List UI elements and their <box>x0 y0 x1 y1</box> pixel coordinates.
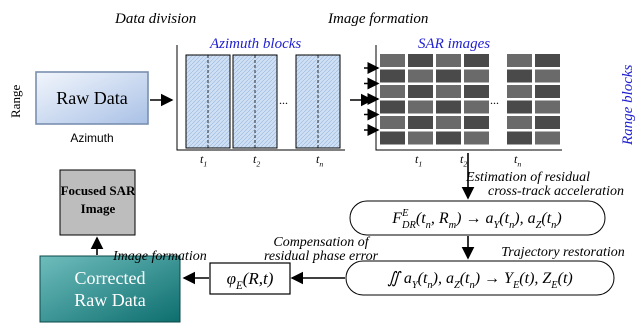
formula: t1 <box>200 152 207 169</box>
sar-tile <box>507 85 532 98</box>
sar-tile <box>380 85 405 98</box>
box-label: Raw Data <box>56 88 127 108</box>
formula: ∬ aY(tn), aZ(tn) → YE(t), ZE(t) <box>387 270 573 291</box>
formula-part: (t) <box>558 270 573 287</box>
label: SAR images <box>418 36 490 52</box>
box-label: Image <box>81 201 116 216</box>
box-label: Focused SAR <box>61 183 136 198</box>
formula-part: 1 <box>203 160 207 169</box>
sar-tile <box>380 116 405 129</box>
label: Azimuth <box>70 131 113 145</box>
formula-part: DR <box>401 220 417 231</box>
sar-tile <box>535 116 560 129</box>
formula-part: (t <box>418 270 428 287</box>
label: residual phase error <box>264 249 379 264</box>
corrected-box <box>40 256 180 322</box>
sar-tile <box>436 132 461 145</box>
formula-part: ) → Y <box>474 270 515 287</box>
label: Trajectory restoration <box>501 245 625 260</box>
diagram: Data division Image formation Azimuth bl… <box>0 0 642 331</box>
label: Estimation of residual <box>465 170 590 185</box>
sar-tile <box>380 132 405 145</box>
formula-part: E <box>401 208 409 219</box>
sar-tile <box>408 70 433 83</box>
sar-tile <box>408 116 433 129</box>
sar-tile <box>507 70 532 83</box>
sar-tile <box>464 101 489 114</box>
formula-part: φ <box>227 269 236 288</box>
sar-tile <box>380 54 405 67</box>
formula-part: ) <box>555 210 561 227</box>
formula-part: (t <box>541 210 551 227</box>
formula-part: (t <box>499 210 509 227</box>
formula-part: ), a <box>513 210 535 227</box>
sar-tile <box>507 116 532 129</box>
sar-tile <box>380 70 405 83</box>
sar-tile <box>436 101 461 114</box>
formula-part: n <box>319 160 323 169</box>
ellipsis: ... <box>279 93 288 107</box>
formula-part: 2 <box>463 160 467 169</box>
formula: t2 <box>253 152 260 169</box>
sar-tile <box>436 54 461 67</box>
sar-tile <box>535 132 560 145</box>
sar-tile <box>464 70 489 83</box>
sar-tile <box>507 132 532 145</box>
formula: tn <box>316 152 323 169</box>
label: cross-track acceleration <box>488 184 624 199</box>
formula-part: (t <box>460 270 470 287</box>
box-label: Corrected <box>75 268 146 288</box>
formula-part: , R <box>431 210 449 227</box>
formula-part: (R,t) <box>243 269 274 288</box>
sar-tile <box>507 54 532 67</box>
label: Range <box>8 85 23 118</box>
sar-tile <box>436 85 461 98</box>
sar-tile <box>535 54 560 67</box>
sar-tile <box>408 85 433 98</box>
label: Image formation <box>327 11 428 27</box>
sar-tile <box>380 101 405 114</box>
formula-part: 2 <box>256 160 260 169</box>
formula-part: ∬ a <box>387 270 412 287</box>
sar-tile <box>535 101 560 114</box>
sar-tile <box>408 54 433 67</box>
sar-tile <box>507 101 532 114</box>
formula-part: F <box>391 210 402 227</box>
sar-tile <box>464 132 489 145</box>
label: Range blocks <box>620 64 636 146</box>
label: Image formation <box>112 249 207 264</box>
formula-part: (t), Z <box>519 270 552 287</box>
label: Data division <box>114 11 196 27</box>
formula: t2 <box>460 152 467 169</box>
sar-tile <box>408 101 433 114</box>
label: Azimuth blocks <box>209 36 301 52</box>
sar-tile <box>464 54 489 67</box>
ellipsis: ... <box>490 93 499 107</box>
formula-part: 1 <box>418 160 422 169</box>
formula: tn <box>514 152 521 169</box>
sar-tile <box>535 70 560 83</box>
formula: t1 <box>415 152 422 169</box>
sar-tile <box>436 70 461 83</box>
label: Compensation of <box>273 235 370 250</box>
sar-tile <box>535 85 560 98</box>
formula-part: ) → a <box>455 210 493 227</box>
box-label: Raw Data <box>74 290 145 310</box>
formula-part: n <box>517 160 521 169</box>
formula-part: ), a <box>432 270 454 287</box>
sar-tile <box>464 85 489 98</box>
sar-tile <box>464 116 489 129</box>
sar-tile <box>408 132 433 145</box>
sar-tile <box>436 116 461 129</box>
